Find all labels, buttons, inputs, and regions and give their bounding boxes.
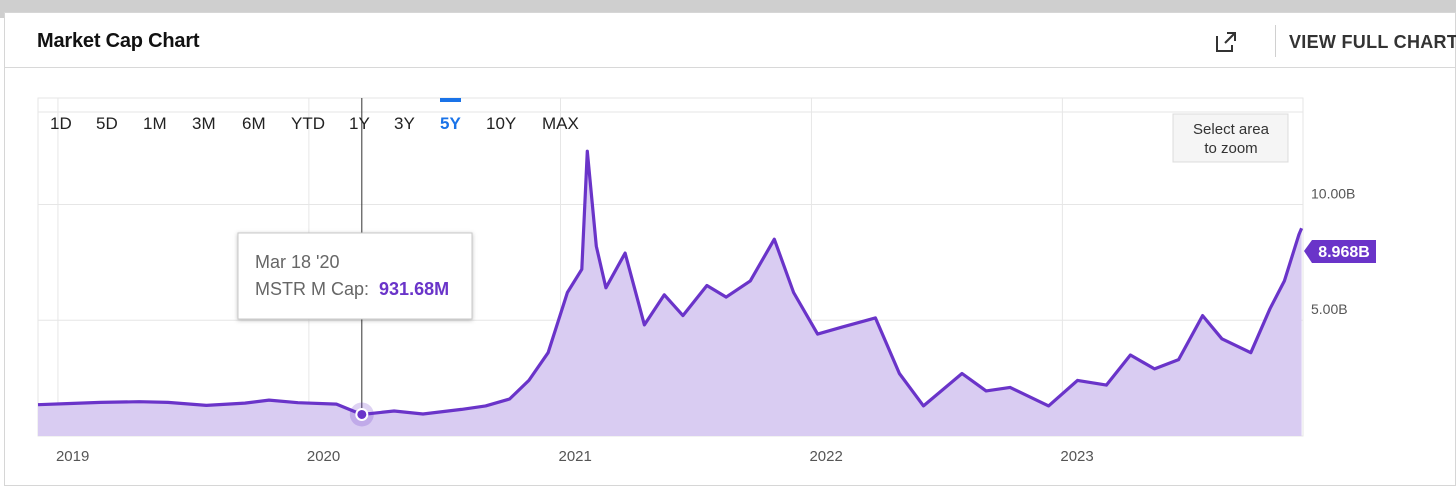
range-active-indicator [440, 98, 461, 102]
panel-header: Market Cap Chart VIEW FULL CHART [5, 13, 1456, 68]
market-cap-line [37, 149, 1304, 417]
x-tick-label-2021: 2021 [559, 448, 592, 465]
range-option-6m[interactable]: 6M [242, 114, 266, 133]
zoom-hint-line2: to zoom [1204, 140, 1257, 157]
range-option-3y[interactable]: 3Y [394, 114, 415, 133]
range-selector: 1D 5D 1M 3M 6M YTD 1Y 3Y 5Y 10Y MAX [50, 98, 579, 133]
x-tick-label-2022: 2022 [809, 448, 842, 465]
y-axis: 5.00B 10.00B [1311, 185, 1355, 317]
y-tick-label-10.00B: 10.00B [1311, 185, 1355, 201]
range-option-1m[interactable]: 1M [143, 114, 167, 133]
zoom-hint: Select area to zoom [1172, 113, 1289, 163]
chart-grid [37, 97, 1304, 437]
tooltip-value: 931.68M [379, 279, 449, 299]
market-cap-area [38, 151, 1302, 436]
last-value-badge: 8.968B [1304, 240, 1376, 263]
range-option-ytd[interactable]: YTD [291, 114, 325, 133]
range-option-3m[interactable]: 3M [192, 114, 216, 133]
chart-title: Market Cap Chart [37, 30, 200, 52]
x-tick-label-2020: 2020 [307, 448, 340, 465]
y-tick-label-5.00B: 5.00B [1311, 301, 1348, 317]
view-full-chart-button[interactable]: VIEW FULL CHART [1289, 32, 1456, 52]
x-tick-label-2019: 2019 [56, 448, 89, 465]
external-link-icon[interactable] [1213, 29, 1239, 55]
last-value-label: 8.968B [1318, 244, 1370, 261]
range-option-1d[interactable]: 1D [50, 114, 72, 133]
range-option-5d[interactable]: 5D [96, 114, 118, 133]
tooltip-series-label: MSTR M Cap: [255, 279, 369, 299]
range-option-10y[interactable]: 10Y [486, 114, 516, 133]
x-axis: 2019 2020 2021 2022 2023 [56, 448, 1094, 465]
zoom-hint-line1: Select area [1193, 121, 1270, 138]
tooltip-date: Mar 18 '20 [255, 252, 339, 272]
range-option-1y[interactable]: 1Y [349, 114, 370, 133]
range-option-5y[interactable]: 5Y [440, 114, 461, 133]
range-option-max[interactable]: MAX [542, 114, 579, 133]
x-tick-label-2023: 2023 [1060, 448, 1093, 465]
hover-point [355, 407, 369, 421]
header-divider [1275, 25, 1276, 57]
svg-text:MSTR M Cap: 931.68M: MSTR M Cap: 931.68M [255, 279, 449, 299]
tooltip: Mar 18 '20 MSTR M Cap: 931.68M [237, 232, 473, 320]
